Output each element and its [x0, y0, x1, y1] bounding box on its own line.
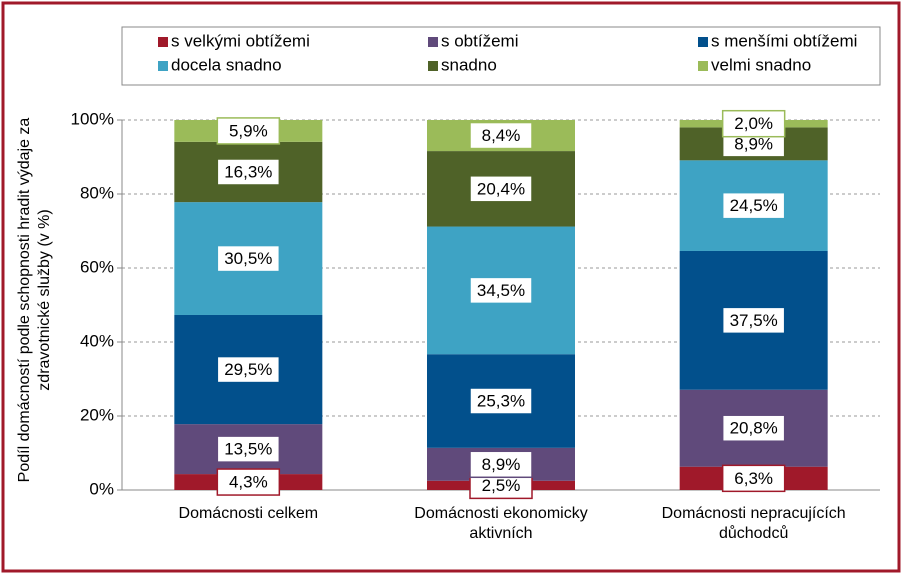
value-label: 8,9% — [734, 134, 773, 153]
value-label-box — [721, 109, 786, 138]
value-label-box — [469, 121, 533, 150]
value-label: 2,5% — [482, 476, 521, 495]
legend-label: s menšími obtížemi — [711, 31, 857, 50]
legend-swatch — [698, 37, 708, 47]
legend-label: s velkými obtížemi — [171, 31, 310, 50]
y-tick-label: 0% — [89, 479, 114, 498]
value-label: 13,5% — [224, 440, 272, 459]
legend-swatch — [158, 37, 168, 47]
value-label: 34,5% — [477, 281, 525, 300]
legend-label: velmi snadno — [711, 55, 811, 74]
value-label-box — [721, 464, 786, 493]
value-label: 8,4% — [482, 126, 521, 145]
legend-label: snadno — [441, 55, 497, 74]
legend-box — [121, 26, 881, 86]
value-label: 37,5% — [730, 311, 778, 330]
legend-label: docela snadno — [171, 55, 282, 74]
value-label: 8,9% — [482, 455, 521, 474]
value-label-box — [216, 435, 281, 463]
legend-swatch — [698, 61, 708, 71]
value-label: 2,0% — [734, 114, 773, 133]
y-tick-label: 100% — [71, 109, 114, 128]
value-label: 4,3% — [229, 473, 268, 492]
value-label: 20,4% — [477, 179, 525, 198]
value-label: 16,3% — [224, 162, 272, 181]
value-label: 24,5% — [730, 196, 778, 215]
value-label-box — [216, 244, 281, 273]
value-label-box — [216, 468, 281, 496]
legend-swatch — [428, 61, 438, 71]
y-axis-label: Podíl domácností podle schopnosti hradit… — [16, 117, 53, 483]
y-tick-label: 80% — [80, 183, 114, 202]
value-label-box — [469, 450, 533, 479]
x-tick-label: Domácnosti nepracujících důchodců — [661, 505, 846, 542]
value-label-box — [469, 276, 533, 305]
value-label: 20,8% — [730, 419, 778, 438]
legend-swatch — [428, 37, 438, 47]
value-label: 5,9% — [229, 121, 268, 140]
value-label: 25,3% — [477, 391, 525, 410]
x-tick-label: Domácnosti celkem — [178, 505, 319, 522]
x-tick-label: Domácnosti ekonomicky aktivních — [414, 505, 588, 542]
value-label: 6,3% — [734, 469, 773, 488]
value-label-box — [216, 355, 281, 384]
y-tick-label: 20% — [80, 405, 114, 424]
y-tick-label: 40% — [80, 331, 114, 350]
value-label-box — [469, 387, 533, 415]
value-label-box — [216, 158, 281, 186]
y-tick-label: 60% — [80, 257, 114, 276]
value-label: 29,5% — [224, 360, 272, 379]
legend-label: s obtížemi — [441, 31, 518, 50]
value-label-box — [216, 117, 281, 145]
value-label-box — [721, 414, 786, 442]
value-label: 30,5% — [224, 249, 272, 268]
value-label-box — [721, 191, 786, 220]
legend-swatch — [158, 61, 168, 71]
value-label-box — [469, 175, 533, 203]
value-label-box — [721, 306, 786, 335]
